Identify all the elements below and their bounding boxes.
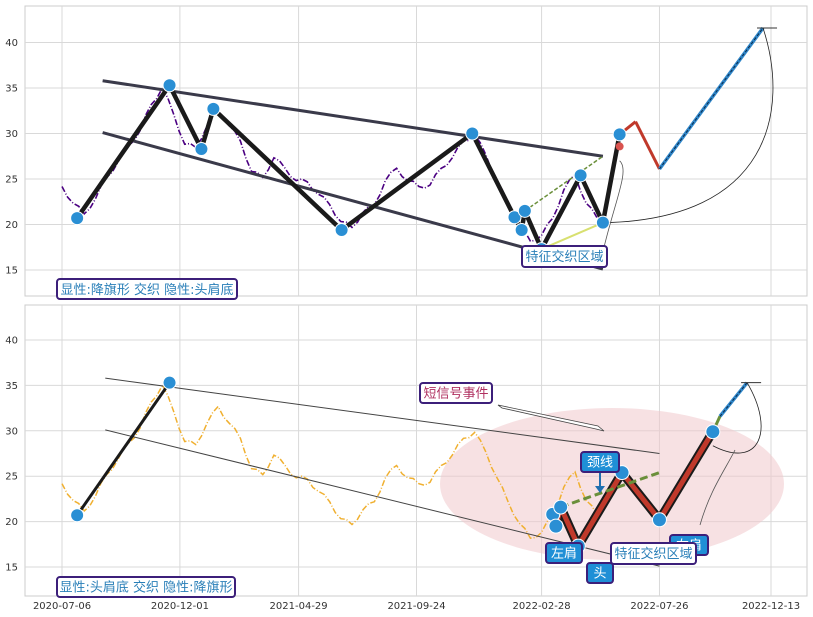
y-tick-label: 25: [5, 472, 18, 483]
y-tick-label: 20: [5, 517, 18, 528]
neckline-label-text: 颈线: [587, 456, 613, 471]
pivot-point: [334, 222, 349, 237]
price-line: [61, 86, 598, 242]
projection-target-dash: [659, 27, 764, 170]
y-tick-label: 40: [5, 336, 18, 347]
neckline: [560, 471, 660, 509]
x-tick-label: 2022-02-28: [513, 601, 571, 612]
pattern-label-bottom-frame: [56, 576, 236, 598]
y-tick-label: 30: [5, 426, 18, 437]
neckline-label: 颈线: [580, 451, 620, 473]
pivot-point: [162, 78, 177, 93]
zigzag-line: [75, 381, 171, 517]
pivot-point: [206, 101, 221, 116]
neck-arrow-head: [595, 486, 605, 493]
x-tick-label: 2022-12-13: [742, 601, 800, 612]
feature-zone-box: 特征交织区域: [610, 542, 697, 565]
x-tick-label: 2021-04-29: [270, 601, 328, 612]
pivot-point: [514, 222, 529, 237]
neckline-label-frame: [580, 451, 620, 473]
projection-down: [634, 120, 661, 170]
neckline-dashed: [524, 155, 604, 212]
pivot-point: [194, 141, 209, 156]
short-signal-label-frame: [419, 382, 493, 404]
pattern-label-text: 显性:降旗形 交织 隐性:头肩底: [60, 282, 233, 298]
pivot-point: [162, 375, 177, 390]
feature-zone-box-text: 特征交织区域: [614, 546, 692, 562]
short-signal-label-text: 短信号事件: [423, 387, 488, 402]
signal-arrow: [497, 404, 605, 432]
x-tick-label: 2020-12-01: [151, 601, 209, 612]
x-tick-label: 2022-07-26: [630, 601, 688, 612]
pivot-point: [573, 168, 588, 183]
feature-zone-box: 特征交织区域: [521, 245, 608, 268]
pivot-point: [705, 424, 721, 440]
pivot-point: [465, 126, 480, 141]
pivot-point: [612, 127, 627, 142]
channel-line: [105, 377, 660, 454]
x-tick-label: 2021-09-24: [387, 601, 445, 612]
pivot-point: [507, 210, 522, 225]
arc-arrow: [602, 27, 774, 224]
pattern-label-frame: [56, 278, 238, 300]
pattern-label-bottom-text: 显性:头肩底 交织 隐性:降旗形: [59, 580, 232, 596]
feature-zone-text: 特征交织区域: [525, 249, 603, 265]
pivot-point: [70, 508, 85, 523]
y-tick-label: 15: [5, 266, 18, 277]
left-shoulder-label: 左肩: [545, 542, 583, 564]
feature-zone-box-frame: [610, 542, 697, 565]
pattern-label-bottom: 显性:头肩底 交织 隐性:降旗形: [56, 576, 236, 598]
x-tick-label: 2020-07-06: [33, 601, 91, 612]
head-label: 头: [586, 562, 614, 584]
y-tick-label: 15: [5, 563, 18, 574]
arc-arrow: [712, 382, 762, 454]
projection-target-dash: [719, 382, 748, 417]
arc-arrow-small: [602, 160, 624, 252]
channel-line: [102, 79, 604, 158]
arc-arrow-small: [699, 449, 736, 526]
pivot-point: [70, 211, 85, 226]
head-label-text: 头: [593, 567, 606, 582]
y-tick-label: 25: [5, 175, 18, 186]
channel-line: [102, 131, 604, 271]
projection-point: [615, 142, 624, 151]
short-signal-label: 短信号事件: [419, 382, 493, 404]
price-line: [61, 383, 598, 540]
y-tick-label: 35: [5, 381, 18, 392]
base-highlight: [541, 221, 604, 250]
pivot-point: [517, 203, 532, 218]
feature-zone-frame: [521, 245, 608, 268]
pivot-point: [651, 512, 667, 528]
pivot-point: [553, 499, 569, 515]
y-tick-label: 35: [5, 84, 18, 95]
left-shoulder-label-text: 左肩: [551, 546, 577, 562]
pattern-label-top: 显性:降旗形 交织 隐性:头肩底: [56, 278, 238, 300]
y-tick-label: 20: [5, 220, 18, 231]
y-tick-label: 30: [5, 129, 18, 140]
left-shoulder-label-frame: [545, 542, 583, 564]
pivot-point: [595, 215, 610, 230]
y-tick-label: 40: [5, 38, 18, 49]
head-label-frame: [586, 562, 614, 584]
pivot-point: [548, 518, 564, 534]
